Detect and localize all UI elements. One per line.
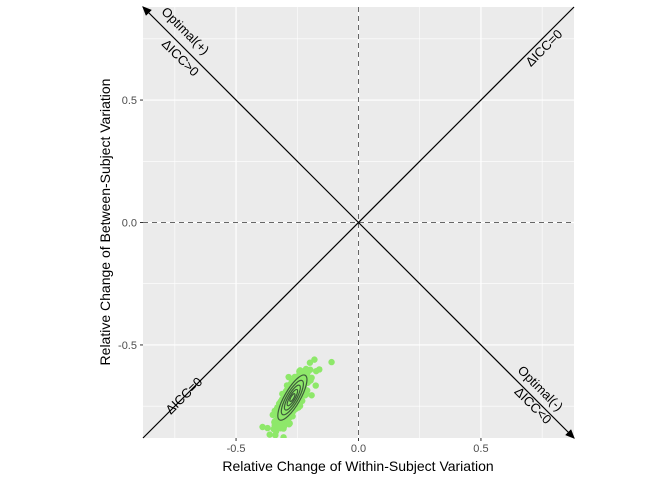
reference-lines xyxy=(142,6,575,439)
data-point xyxy=(272,431,279,438)
data-point xyxy=(308,392,315,399)
density-contours xyxy=(277,374,308,421)
data-point xyxy=(328,358,335,366)
data-point xyxy=(311,356,318,363)
x-axis-title: Relative Change of Within-Subject Variat… xyxy=(222,458,493,474)
density-contour-line xyxy=(280,379,305,416)
data-point xyxy=(306,359,314,366)
data-point xyxy=(264,424,271,432)
data-point xyxy=(297,399,304,406)
data-point xyxy=(316,366,323,373)
y-axis-title: Relative Change of Between-Subject Varia… xyxy=(97,79,113,366)
density-contour-line xyxy=(289,393,296,403)
tick-labels: -0.5 0.0 0.5 0.5 0.0 -0.5 xyxy=(118,95,489,455)
y-tick-label: 0.0 xyxy=(122,218,137,230)
data-point xyxy=(285,373,292,381)
y-tick-label: -0.5 xyxy=(118,340,137,352)
x-tick-label: 0.5 xyxy=(473,443,488,455)
x-tick-label: -0.5 xyxy=(227,443,246,455)
data-point xyxy=(271,418,278,426)
optimal-minus-arrow xyxy=(358,222,575,439)
data-point xyxy=(312,382,319,389)
density-contour-line xyxy=(286,388,299,407)
x-tick-label: 0.0 xyxy=(351,443,366,455)
data-point xyxy=(259,423,266,431)
data-point xyxy=(269,411,276,419)
data-point xyxy=(266,431,273,438)
y-tick-label: 0.5 xyxy=(122,95,137,107)
optimal-plus-arrow xyxy=(142,6,359,223)
data-point xyxy=(280,434,287,438)
data-point xyxy=(301,367,308,375)
data-point xyxy=(285,383,292,390)
data-point xyxy=(285,421,293,428)
density-contour-line xyxy=(277,374,308,421)
density-contour-line xyxy=(283,384,301,411)
